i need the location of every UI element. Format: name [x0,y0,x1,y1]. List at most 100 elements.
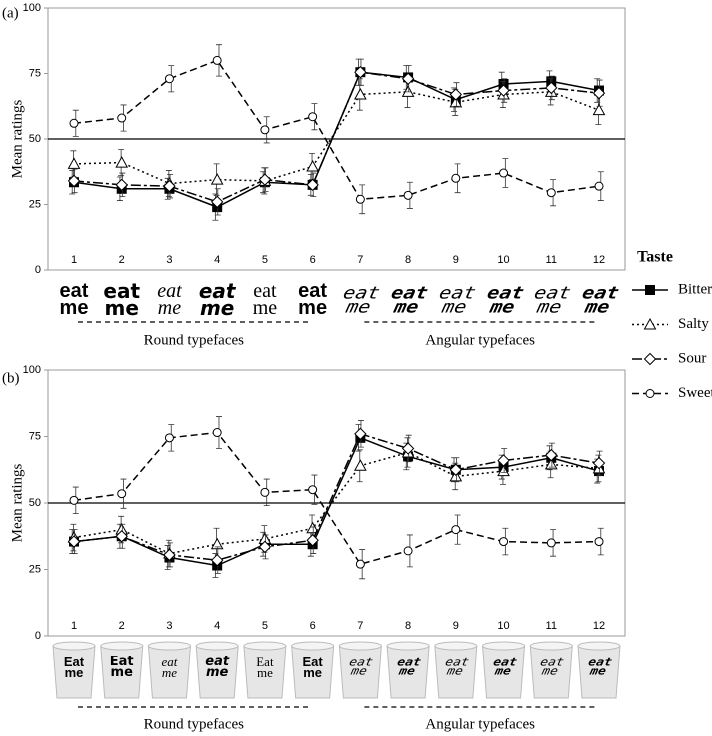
specimen: eat me [491,656,517,678]
typeface-specimen: eat me [341,283,383,317]
marker [115,178,128,192]
x-tick-label: 11 [546,254,557,266]
typeface-specimen: eat me [395,656,423,679]
marker [67,157,81,169]
marker [355,194,365,204]
specimen: Eat me [64,656,84,679]
marker [546,188,556,198]
x-tick-label: 5 [262,620,268,632]
specimen: Eat me [110,656,134,679]
marker [403,546,413,556]
x-tick-label: 8 [405,620,411,632]
legend-title: Taste [637,249,673,266]
series-line [73,91,600,185]
legend-label: Bitter [678,281,712,297]
marker [449,463,463,476]
cup-rim [529,641,573,651]
marker [212,428,222,438]
marker [258,173,272,186]
marker [260,125,270,135]
x-tick-label: 4 [214,254,220,266]
y-tick-label: 100 [23,364,41,376]
marker [258,540,272,554]
typeface-specimen: eat me [586,656,614,679]
legend-label: Sweet [678,385,712,401]
marker [115,530,128,543]
x-tick-label: 3 [166,620,172,632]
specimen: eat me [395,656,423,679]
group-label: Angular typefaces [425,716,535,732]
marker [308,485,318,495]
marker [499,168,509,178]
y-tick-label: 0 [35,264,41,276]
series-line [73,431,600,566]
typeface-specimen: eat me [539,656,566,679]
marker [545,448,558,462]
cup-rim [291,641,335,651]
marker [117,489,127,499]
specimen: eat me [162,656,178,679]
marker [306,534,319,547]
panel-label: (b) [2,370,20,386]
x-tick-label: 11 [546,620,557,632]
legend-marker [643,352,657,366]
specimen: eat me [205,656,229,679]
typeface-specimen: eat me [484,283,526,317]
marker [354,87,367,100]
marker [499,537,509,547]
marker [355,559,365,569]
y-tick-label: 50 [29,133,41,145]
specimen: eat me [437,283,478,317]
typeface-specimen: Eat me [302,656,323,681]
specimen: eat me [539,656,566,679]
x-tick-label: 2 [119,254,125,266]
y-axis-label: Mean ratings [9,99,25,178]
marker [545,81,558,95]
typeface-specimen: eat me [157,283,182,319]
specimen: eat me [532,283,574,317]
specimen: Eat me [256,656,274,681]
marker [594,181,604,191]
specimen: eat me [252,283,278,319]
marker [401,72,415,85]
marker [592,86,606,100]
marker [69,495,79,505]
typeface-specimen: Eat me [256,656,274,681]
typeface-specimen: eat me [252,283,278,319]
specimen: eat me [298,283,327,318]
typeface-specimen: eat me [443,656,470,679]
x-tick-label: 10 [497,620,509,632]
marker [306,159,319,172]
marker [354,65,367,79]
y-tick-label: 75 [29,430,41,442]
cup-rim [100,641,144,651]
marker [67,535,81,548]
marker [497,454,510,467]
x-tick-label: 12 [593,620,605,632]
y-tick-label: 0 [35,630,41,642]
series-line [73,451,600,555]
specimen: eat me [341,283,383,317]
marker [449,88,463,101]
y-tick-label: 50 [29,497,41,509]
marker [164,74,174,84]
marker [354,459,367,471]
marker [403,190,413,200]
x-tick-label: 5 [262,254,268,266]
marker [451,173,461,183]
cup-rim [386,641,430,651]
x-tick-label: 7 [357,254,363,266]
typeface-specimen: eat me [437,283,478,317]
marker [308,112,318,122]
specimen: eat me [60,283,89,318]
typeface-specimen: eat me [103,283,141,320]
specimen: eat me [484,283,526,317]
typeface-specimen: eat me [348,656,375,679]
specimen: eat me [348,656,375,679]
marker [164,433,174,443]
group-label: Round typefaces [144,716,245,732]
y-axis-label: Mean ratings [9,463,25,542]
typeface-specimen: eat me [532,283,574,317]
x-tick-label: 12 [593,254,605,266]
